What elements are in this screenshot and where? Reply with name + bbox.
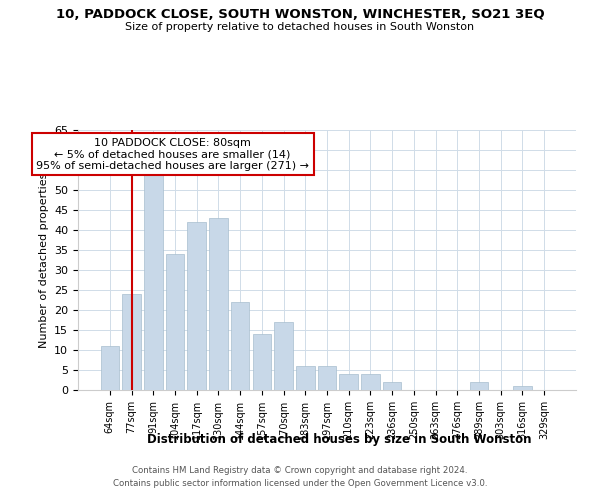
Bar (209, 218, 227, 390)
Bar (361, 374, 380, 390)
Bar (144, 174, 163, 390)
Bar (122, 294, 141, 390)
Text: 10 PADDOCK CLOSE: 80sqm
← 5% of detached houses are smaller (14)
95% of semi-det: 10 PADDOCK CLOSE: 80sqm ← 5% of detached… (36, 138, 309, 171)
Bar (274, 322, 293, 390)
Bar (101, 346, 119, 390)
Text: Contains HM Land Registry data © Crown copyright and database right 2024.
Contai: Contains HM Land Registry data © Crown c… (113, 466, 487, 487)
Bar (296, 366, 314, 390)
Y-axis label: Number of detached properties: Number of detached properties (38, 172, 49, 348)
Bar (340, 374, 358, 390)
Bar (513, 386, 532, 390)
Bar (470, 382, 488, 390)
Bar (166, 254, 184, 390)
Bar (253, 334, 271, 390)
Text: Size of property relative to detached houses in South Wonston: Size of property relative to detached ho… (125, 22, 475, 32)
Text: Distribution of detached houses by size in South Wonston: Distribution of detached houses by size … (147, 432, 531, 446)
Bar (187, 222, 206, 390)
Bar (231, 302, 250, 390)
Bar (318, 366, 336, 390)
Bar (383, 382, 401, 390)
Text: 10, PADDOCK CLOSE, SOUTH WONSTON, WINCHESTER, SO21 3EQ: 10, PADDOCK CLOSE, SOUTH WONSTON, WINCHE… (56, 8, 544, 20)
